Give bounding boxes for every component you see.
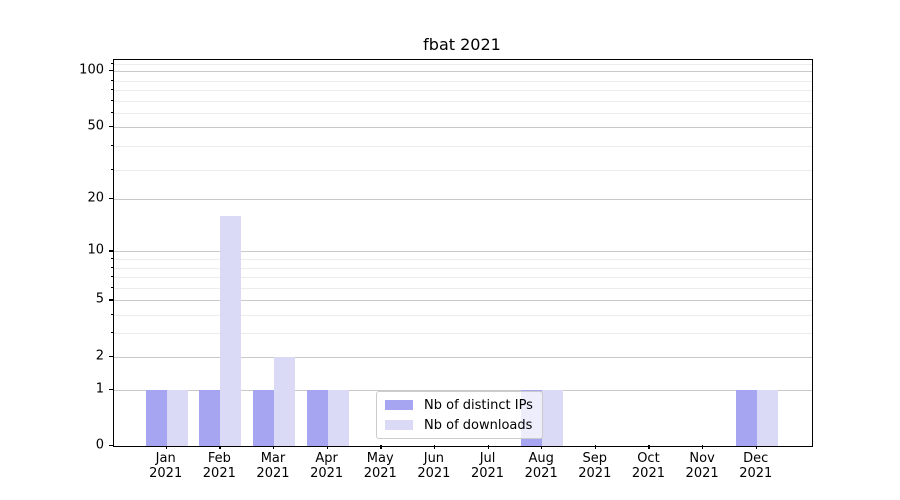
x-tick	[219, 445, 221, 449]
y-tick-label: 100	[79, 62, 104, 78]
major-gridline	[114, 126, 812, 128]
y-minor-tick	[110, 266, 113, 268]
bar-downloads-dec	[756, 389, 778, 446]
y-tick	[108, 250, 113, 252]
y-tick-label: 1	[95, 381, 104, 397]
y-tick	[108, 125, 113, 127]
major-gridline	[114, 300, 812, 302]
minor-gridline	[114, 267, 812, 269]
y-minor-tick	[110, 112, 113, 114]
legend-swatch-downloads	[385, 420, 413, 430]
x-tick	[594, 445, 597, 449]
y-tick	[108, 299, 113, 301]
y-tick	[108, 70, 113, 72]
x-tick-label: Apr 2021	[310, 451, 344, 481]
major-gridline	[114, 198, 812, 200]
y-tick-label: 50	[87, 118, 104, 134]
y-minor-tick	[110, 276, 113, 278]
legend-swatch-distinct-ips	[385, 400, 413, 410]
y-minor-tick	[110, 168, 113, 170]
major-gridline	[114, 251, 812, 253]
major-gridline	[114, 356, 812, 358]
y-tick-label: 20	[87, 190, 104, 206]
minor-gridline	[114, 333, 812, 335]
bar-downloads-apr	[327, 389, 349, 446]
minor-gridline	[114, 169, 812, 171]
legend-entry-downloads: Nb of downloads	[385, 418, 542, 433]
y-tick	[108, 197, 113, 200]
bar-downloads-jan	[166, 389, 188, 446]
x-tick-label: Jun 2021	[417, 451, 451, 481]
bar-distinct-ips-feb	[199, 389, 221, 446]
minor-gridline	[114, 64, 812, 66]
y-minor-tick	[110, 79, 113, 81]
x-tick	[755, 445, 758, 449]
legend-label-downloads: Nb of downloads	[424, 417, 533, 433]
y-tick	[108, 445, 113, 447]
y-minor-tick	[110, 332, 113, 334]
minor-gridline	[114, 259, 812, 260]
minor-gridline	[114, 287, 812, 289]
y-tick	[108, 355, 113, 358]
x-tick-label: Mar 2021	[256, 451, 290, 481]
x-tick-label: Jul 2021	[470, 451, 505, 481]
x-tick-label: May 2021	[363, 451, 397, 481]
major-gridline	[114, 71, 812, 73]
major-gridline	[114, 389, 812, 391]
minor-gridline	[114, 90, 812, 92]
bar-downloads-aug	[542, 389, 564, 446]
y-minor-tick	[110, 258, 113, 259]
minor-gridline	[114, 277, 812, 279]
chart-title: fbat 2021	[423, 35, 501, 54]
minor-gridline	[114, 113, 812, 115]
x-tick	[272, 445, 275, 449]
y-minor-tick	[110, 286, 113, 288]
bar-distinct-ips-dec	[735, 389, 757, 446]
bar-distinct-ips-mar	[252, 389, 274, 446]
plot-area	[113, 59, 813, 447]
x-tick	[380, 445, 382, 449]
minor-gridline	[114, 100, 812, 102]
x-tick-label: Dec 2021	[739, 451, 773, 481]
x-tick-label: Sep 2021	[578, 451, 612, 481]
legend-label-distinct-ips: Nb of distinct IPs	[424, 397, 533, 413]
bar-distinct-ips-jan	[145, 389, 167, 446]
x-tick-label: Nov 2021	[685, 451, 719, 481]
y-minor-tick	[110, 99, 113, 101]
bar-distinct-ips-apr	[306, 389, 328, 446]
minor-gridline	[114, 315, 812, 317]
y-tick-label: 2	[95, 348, 104, 364]
x-tick-label: Aug 2021	[524, 451, 558, 481]
legend: Nb of distinct IPs Nb of downloads	[376, 391, 543, 439]
y-minor-tick	[110, 145, 113, 147]
y-minor-tick	[110, 89, 113, 91]
x-tick	[433, 445, 436, 449]
y-minor-tick	[110, 314, 113, 316]
x-tick-label: Feb 2021	[202, 451, 236, 481]
y-minor-tick	[110, 63, 113, 65]
minor-gridline	[114, 146, 812, 148]
y-tick	[108, 388, 113, 390]
legend-entry-distinct-ips: Nb of distinct IPs	[385, 398, 542, 413]
x-tick-label: Oct 2021	[631, 451, 665, 481]
minor-gridline	[114, 80, 812, 82]
x-tick-label: Jan 2021	[149, 451, 183, 481]
x-tick	[165, 445, 167, 449]
x-tick	[648, 445, 650, 449]
y-tick-label: 10	[87, 242, 104, 258]
bar-downloads-feb	[220, 215, 242, 446]
bar-downloads-mar	[273, 356, 295, 446]
y-tick-label: 5	[95, 291, 104, 307]
x-tick	[487, 445, 489, 449]
x-tick	[326, 445, 328, 449]
y-tick-label: 0	[95, 437, 104, 453]
x-tick	[702, 445, 704, 449]
x-tick	[541, 445, 543, 449]
